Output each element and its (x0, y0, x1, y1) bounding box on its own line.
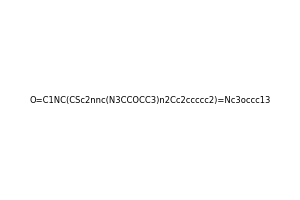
Text: O=C1NC(CSc2nnc(N3CCOCC3)n2Cc2ccccc2)=Nc3occc13: O=C1NC(CSc2nnc(N3CCOCC3)n2Cc2ccccc2)=Nc3… (29, 96, 271, 105)
